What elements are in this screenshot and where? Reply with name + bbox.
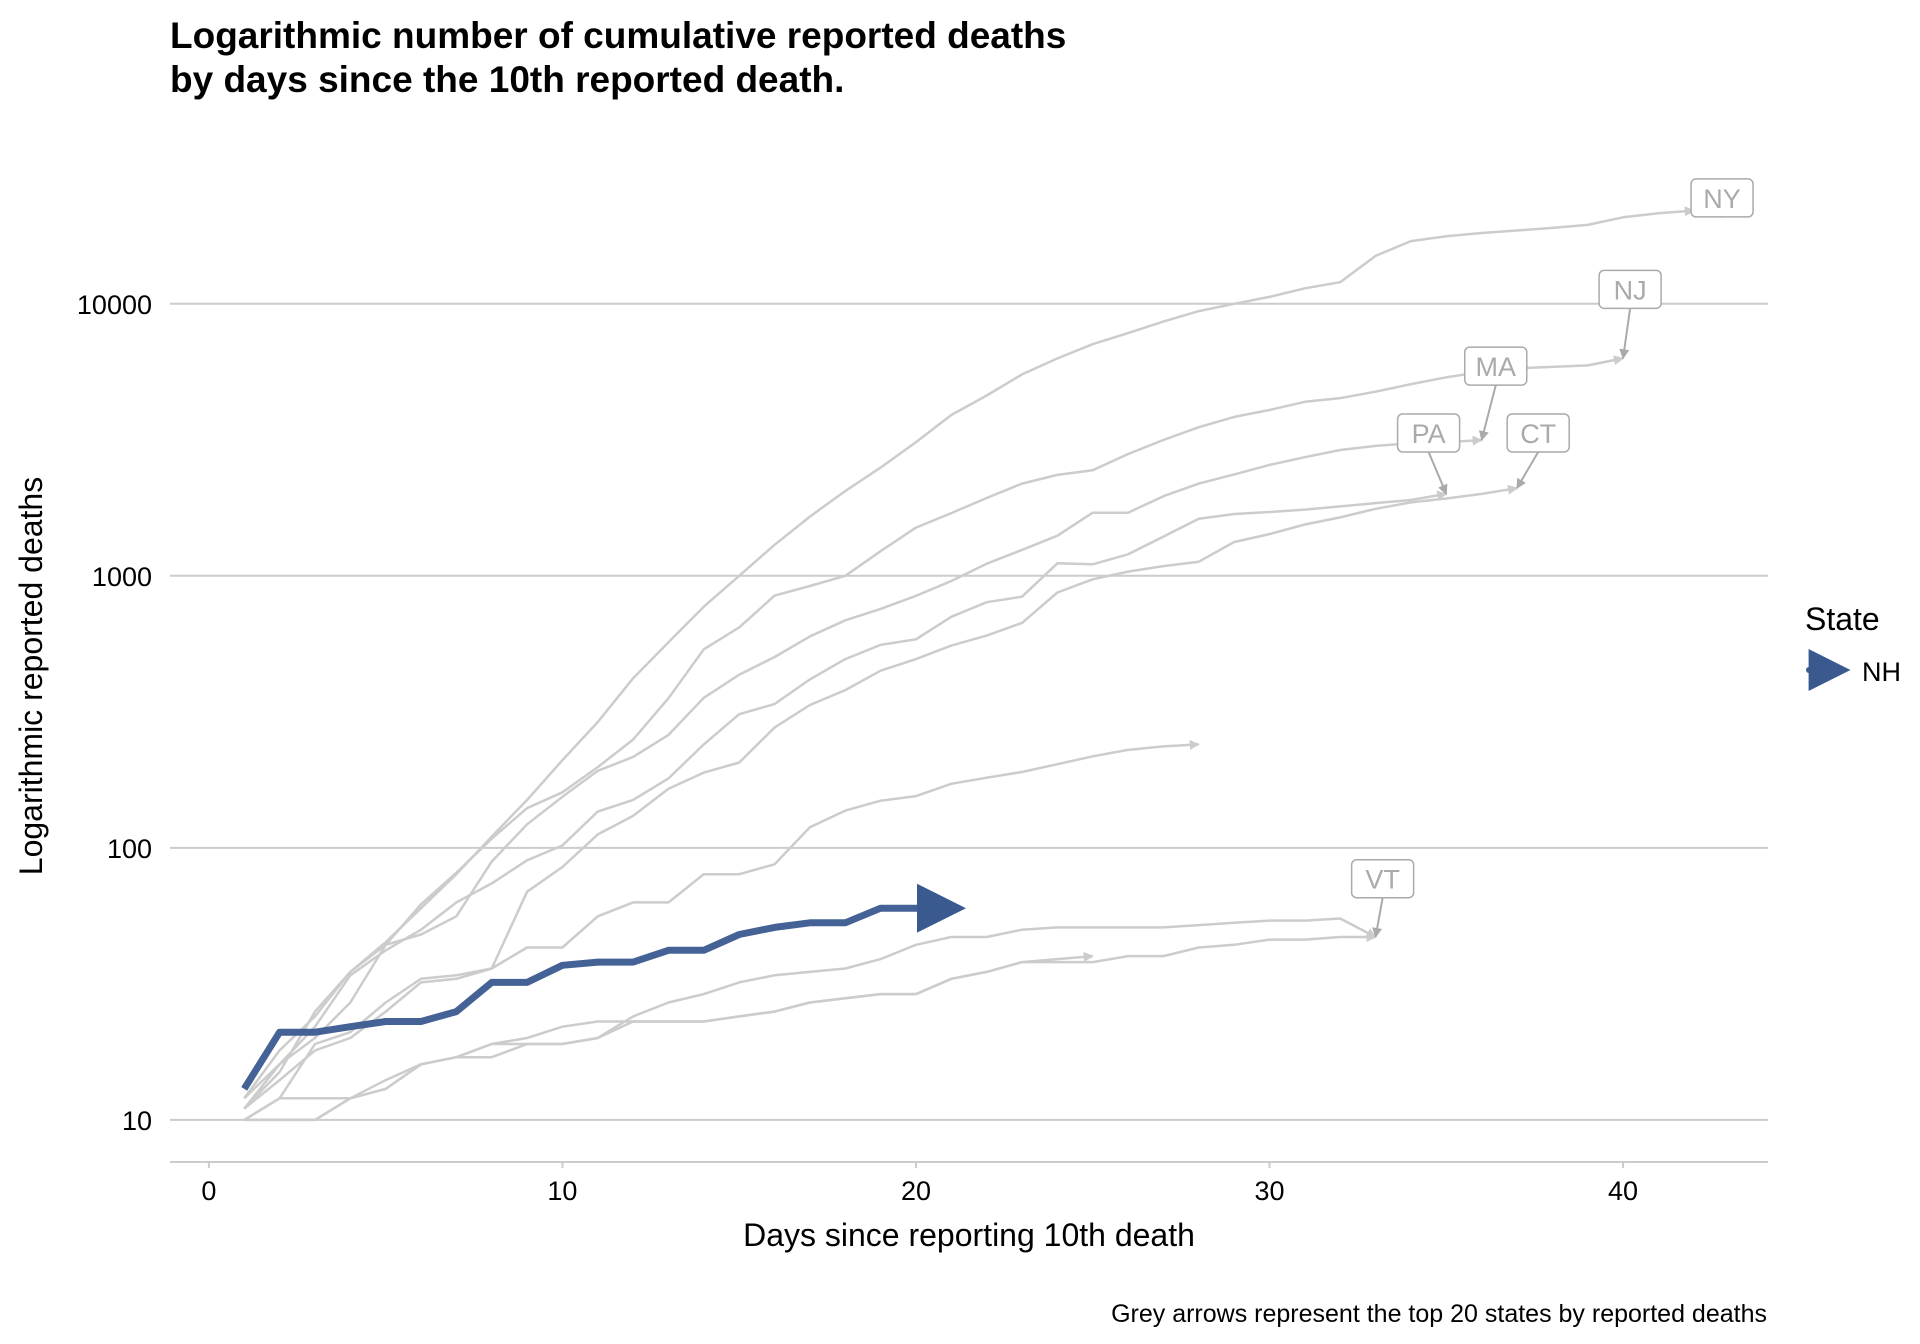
series-label-pa: PA — [1412, 419, 1446, 449]
x-tick-label: 30 — [1254, 1176, 1284, 1206]
y-axis-label: Logarithmic reported deaths — [13, 477, 49, 875]
series-line-series-7 — [244, 951, 1094, 1122]
series-line-series-6 — [243, 739, 1200, 1110]
x-axis-label: Days since reporting 10th death — [743, 1217, 1195, 1253]
chart-title-line-2: by days since the 10th reported death. — [170, 59, 845, 100]
x-tick-label: 0 — [201, 1176, 216, 1206]
x-axis-ticks: 0 10 20 30 40 — [201, 1162, 1638, 1206]
chart-title-line-1: Logarithmic number of cumulative reporte… — [170, 15, 1067, 56]
x-tick-label: 10 — [547, 1176, 577, 1206]
series-label-leader — [1372, 897, 1384, 939]
gridlines — [170, 302, 1768, 1121]
x-tick-label: 40 — [1608, 1176, 1638, 1206]
series-label-ma: MA — [1476, 352, 1517, 382]
chart-title: Logarithmic number of cumulative reporte… — [170, 14, 1066, 102]
y-tick-label: 10 — [122, 1106, 152, 1136]
series-label-box — [1506, 413, 1570, 453]
y-tick-label: 100 — [107, 834, 152, 864]
series-label-leader — [1427, 451, 1448, 495]
series-line-nj — [243, 355, 1624, 1110]
legend-label-nh: NH — [1862, 657, 1901, 687]
highlight-series-layer — [241, 883, 966, 1091]
series-label-nj: NJ — [1614, 275, 1647, 305]
chart-caption: Grey arrows represent the top 20 states … — [1111, 1300, 1767, 1328]
series-line-series-9 — [244, 932, 1377, 1122]
series-label-vt: VT — [1365, 865, 1400, 895]
series-line-ct — [243, 484, 1518, 1121]
series-label-ny: NY — [1703, 184, 1741, 214]
series-label-box — [1598, 269, 1662, 310]
series-label-box — [1464, 346, 1528, 386]
series-line-ny — [243, 206, 1695, 1100]
series-label-box — [1350, 858, 1415, 899]
legend: State NH — [1805, 601, 1901, 691]
series-layer — [243, 206, 1695, 1122]
y-tick-label: 10000 — [77, 290, 152, 320]
series-label-leader — [1619, 308, 1632, 360]
legend-title: State — [1805, 601, 1880, 637]
series-label-leader — [1516, 451, 1540, 490]
series-label-box — [1396, 413, 1461, 453]
y-tick-label: 1000 — [92, 562, 152, 592]
series-line-pa — [243, 490, 1448, 1100]
series-line-nh — [241, 883, 966, 1091]
series-label-layer: NY NJ MA PA CT VT — [1350, 178, 1754, 939]
y-axis-ticks: 10 100 1000 10000 — [77, 290, 152, 1136]
series-label-ct: CT — [1520, 419, 1556, 449]
x-tick-label: 20 — [901, 1176, 931, 1206]
series-line-ma — [243, 435, 1483, 1110]
series-label-box — [1690, 178, 1754, 218]
series-label-leader — [1479, 384, 1497, 442]
